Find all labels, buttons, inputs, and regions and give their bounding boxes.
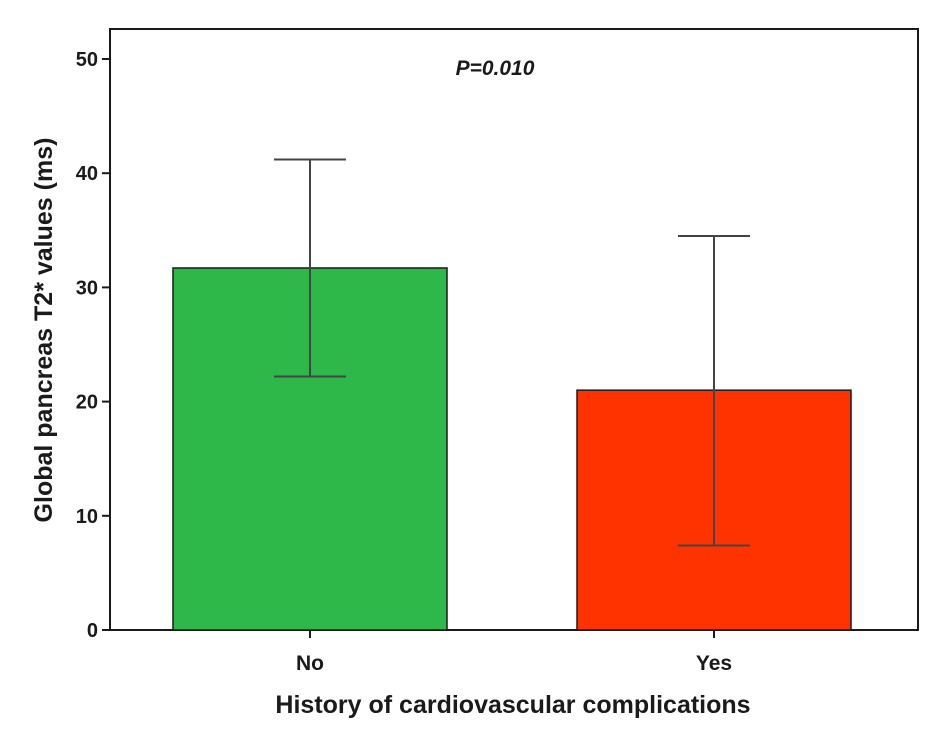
y-axis-title: Global pancreas T2* values (ms) (30, 138, 58, 523)
p-value-annotation: P=0.010 (456, 57, 535, 80)
x-tick-label-yes: Yes (696, 652, 732, 675)
y-tick-label-40: 40 (76, 163, 98, 185)
plot-frame (109, 28, 919, 631)
y-tick-label-50: 50 (76, 49, 98, 71)
y-tick-label-10: 10 (76, 506, 98, 528)
x-axis-title: History of cardiovascular complications (275, 691, 750, 719)
y-tick-label-0: 0 (87, 620, 98, 642)
x-tick-label-no: No (296, 652, 324, 675)
y-tick-label-20: 20 (76, 392, 98, 414)
y-tick-label-30: 30 (76, 277, 98, 299)
